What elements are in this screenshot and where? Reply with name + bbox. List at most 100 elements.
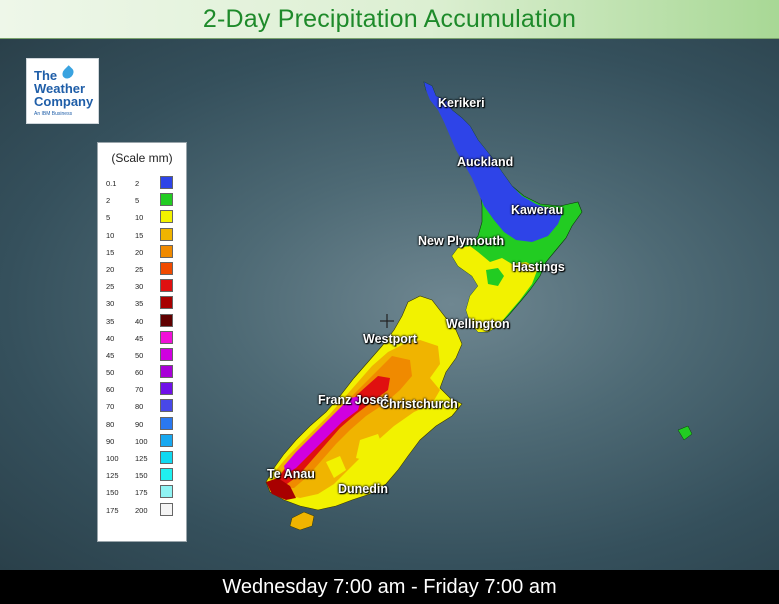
legend-color-swatch (160, 468, 173, 482)
legend-color-swatch (160, 365, 173, 379)
legend-row: 35 40 (98, 313, 186, 330)
legend-row: 80 90 (98, 416, 186, 433)
north-island-yellow-zone (452, 246, 538, 332)
legend-color-swatch (160, 433, 173, 447)
legend-high-value: 175 (135, 488, 148, 498)
legend-color-swatch (160, 382, 173, 396)
city-kawerau: Kawerau (511, 203, 564, 217)
legend-low-value: 125 (106, 471, 119, 481)
legend-high-value: 2 (135, 179, 140, 188)
legend-low-value: 20 (106, 264, 115, 274)
legend-color-swatch (160, 416, 173, 430)
weather-company-logo: The Weather Company An IBM Business (26, 58, 99, 124)
legend-high-value: 200 (135, 505, 148, 515)
legend-row: 70 80 (98, 398, 186, 415)
legend-row: 30 35 (98, 295, 186, 312)
map-title: 2-Day Precipitation Accumulation (202, 4, 577, 33)
legend-row: 40 45 (98, 330, 186, 347)
legend-title: (Scale mm) (111, 151, 173, 165)
legend-color-swatch (160, 399, 173, 413)
north-island-green-patch (486, 268, 504, 286)
legend-low-value: 5 (106, 213, 111, 223)
legend-rows: 0.1 2 2 5 5 10 10 15 15 20 20 25 25 30 30 35 35 40 40 45 45 5… (98, 175, 186, 519)
legend-low-value: 35 (106, 316, 115, 326)
north-island-blue-zone (424, 82, 562, 242)
legend-row: 0.1 2 (98, 175, 186, 192)
legend-high-value: 25 (135, 264, 144, 274)
city-franz-josef: Franz Josef (318, 393, 388, 407)
legend-high-value: 80 (135, 402, 144, 412)
south-island-magenta-zone (284, 396, 362, 474)
legend-row: 20 25 (98, 261, 186, 278)
legend-high-value: 70 (135, 385, 144, 395)
legend-low-value: 90 (106, 436, 115, 446)
legend-high-value: 45 (135, 333, 144, 343)
city-hastings: Hastings (512, 260, 565, 274)
legend-high-value: 40 (135, 316, 144, 326)
legend-low-value: 80 (106, 419, 115, 429)
legend-color-swatch (160, 502, 173, 516)
legend-row: 50 60 (98, 364, 186, 381)
stewart-island (289, 511, 315, 531)
legend-row: 15 20 (98, 244, 186, 261)
legend-high-value: 100 (135, 436, 148, 446)
legend-low-value: 25 (106, 282, 115, 292)
droplet-icon (60, 65, 76, 81)
legend-color-swatch (160, 330, 173, 344)
legend-low-value: 10 (106, 230, 115, 240)
precipitation-legend: (Scale mm) 0.1 2 2 5 5 10 10 15 15 20 20 25 25 30 30 35… (97, 142, 187, 542)
legend-row: 150 175 (98, 484, 186, 501)
precipitation-map (265, 81, 693, 531)
chatham-islands (677, 425, 693, 441)
south-island-yellow-patch-2 (326, 456, 346, 478)
title-bar: 2-Day Precipitation Accumulation (0, 0, 779, 39)
legend-low-value: 175 (106, 505, 119, 515)
legend-row: 45 50 (98, 347, 186, 364)
legend-row: 25 30 (98, 278, 186, 295)
logo-line-1: The (34, 68, 58, 83)
legend-high-value: 60 (135, 368, 144, 378)
legend-low-value: 30 (106, 299, 115, 309)
footer-bar: Wednesday 7:00 am - Friday 7:00 am (0, 570, 779, 604)
legend-high-value: 150 (135, 471, 148, 481)
legend-high-value: 30 (135, 282, 144, 292)
city-dunedin: Dunedin (338, 482, 388, 496)
logo-line-2: Weather (34, 81, 86, 96)
south-island-red-zone (278, 376, 390, 486)
legend-color-swatch (160, 176, 173, 189)
legend-color-swatch (160, 210, 173, 224)
legend-row: 90 100 (98, 433, 186, 450)
city-te-anau: Te Anau (267, 467, 315, 481)
city-westport: Westport (363, 332, 417, 346)
legend-low-value: 45 (106, 350, 115, 360)
south-island-darkred-zone (266, 478, 296, 500)
legend-row: 100 125 (98, 450, 186, 467)
legend-high-value: 20 (135, 247, 144, 257)
legend-low-value: 70 (106, 402, 115, 412)
legend-color-swatch (160, 279, 173, 293)
legend-high-value: 50 (135, 350, 144, 360)
legend-row: 5 10 (98, 209, 186, 226)
logo-line-3: Company (34, 94, 94, 109)
legend-low-value: 60 (106, 385, 115, 395)
legend-color-swatch (160, 296, 173, 310)
city-auckland: Auckland (457, 155, 514, 169)
city-wellington: Wellington (446, 317, 510, 331)
legend-low-value: 100 (106, 454, 119, 463)
legend-color-swatch (160, 227, 173, 241)
legend-row: 175 200 (98, 502, 186, 519)
time-period: Wednesday 7:00 am - Friday 7:00 am (222, 575, 557, 598)
legend-low-value: 2 (106, 196, 111, 206)
legend-color-swatch (160, 347, 173, 361)
legend-low-value: 15 (106, 247, 115, 257)
legend-color-swatch (160, 193, 173, 207)
legend-color-swatch (160, 485, 173, 499)
legend-row: 125 150 (98, 467, 186, 484)
city-christchurch: Christchurch (380, 397, 458, 411)
legend-high-value: 125 (135, 454, 148, 463)
legend-high-value: 5 (135, 196, 140, 206)
legend-low-value: 0.1 (106, 179, 117, 188)
legend-high-value: 90 (135, 419, 144, 429)
legend-high-value: 10 (135, 213, 144, 223)
